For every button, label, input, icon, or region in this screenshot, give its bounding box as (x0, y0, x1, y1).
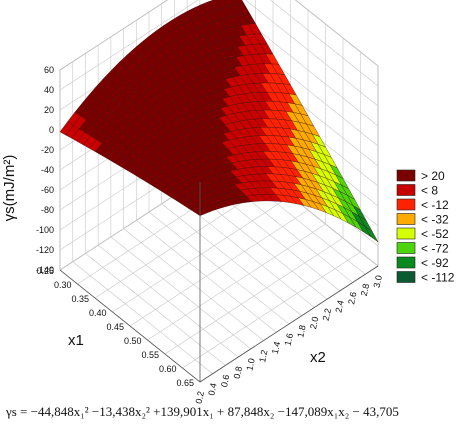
z-tick-label: -60 (41, 185, 54, 195)
x1-tick-label: 0.60 (159, 364, 177, 374)
legend-swatch (396, 227, 416, 240)
legend-label: < -72 (421, 242, 449, 256)
x2-tick-label: 1.6 (283, 332, 295, 346)
z-tick-label: -140 (36, 265, 54, 275)
response-surface (59, 0, 379, 243)
z-tick-label: 0 (49, 125, 54, 135)
z-tick-label: -80 (41, 205, 54, 215)
x2-tick-label: 1.2 (257, 349, 269, 363)
x1-tick-label: 0.55 (141, 350, 159, 360)
legend-label: > 20 (421, 169, 445, 183)
axis-line (199, 265, 379, 383)
regression-equation: γs = −44,848x₁² −13,438x₂² +139,901x₁ + … (5, 404, 399, 419)
x2-tick-label: 2.4 (333, 299, 345, 313)
axis-line (59, 269, 201, 383)
x1-tick-label: 0.25 (36, 266, 54, 276)
z-tick-label: 40 (44, 85, 54, 95)
legend-swatch (396, 242, 416, 254)
legend-label: < 8 (421, 184, 438, 198)
legend-swatch (396, 213, 416, 225)
gridline (147, 223, 326, 341)
legend-label: < -52 (421, 227, 449, 241)
legend-swatch (396, 169, 416, 182)
legend-swatch (396, 198, 416, 211)
z-tick-label: 20 (44, 105, 54, 115)
z-tick-label: 60 (44, 65, 54, 75)
x2-tick-label: 1.8 (295, 324, 307, 338)
x2-tick-label: 0.4 (206, 382, 218, 396)
legend-swatch (396, 271, 416, 283)
x2-tick-label: 0.2 (194, 390, 206, 404)
x2-tick-label: 1.4 (270, 341, 282, 355)
legend-label: < -112 (421, 271, 455, 285)
gridline (182, 251, 361, 369)
x1-tick-label: 0.35 (71, 294, 89, 304)
x1-tick-label: 0.50 (124, 336, 142, 346)
gridline (112, 195, 291, 313)
gridline (129, 209, 309, 327)
z-axis-label: γs(mJ/m²) (1, 155, 18, 222)
x2-tick-label: 2.6 (346, 291, 358, 305)
z-tick-label: -120 (36, 245, 54, 255)
z-tick-label: -100 (36, 225, 54, 235)
x2-tick-label: 3.0 (372, 274, 384, 288)
x2-tick-label: 2.8 (359, 283, 371, 297)
x1-tick-label: 0.30 (54, 280, 72, 290)
legend-label: < -12 (421, 198, 449, 212)
gridline (164, 237, 344, 355)
legend-label: < -32 (421, 213, 449, 227)
x1-tick-label: 0.65 (176, 378, 194, 388)
x2-axis-label: x2 (310, 349, 326, 366)
legend-swatch (396, 184, 416, 196)
z-tick-label: -40 (41, 165, 54, 175)
x2-tick-label: 0.8 (232, 365, 244, 379)
z-tick-label: -20 (41, 145, 54, 155)
legend-label: < -92 (421, 256, 449, 270)
x1-tick-label: 0.40 (89, 308, 107, 318)
x2-tick-label: 1.0 (244, 357, 256, 371)
color-legend: > 20< 8< -12< -32< -52< -72< -92< -112 (396, 169, 455, 285)
surface-cell (193, 208, 208, 216)
x2-tick-label: 0.6 (219, 374, 231, 388)
x2-tick-label: 2.2 (321, 307, 333, 321)
x2-tick-label: 2.0 (308, 316, 320, 330)
legend-swatch (396, 256, 416, 269)
x1-tick-label: 0.45 (106, 322, 124, 332)
x1-axis-label: x1 (68, 332, 84, 349)
